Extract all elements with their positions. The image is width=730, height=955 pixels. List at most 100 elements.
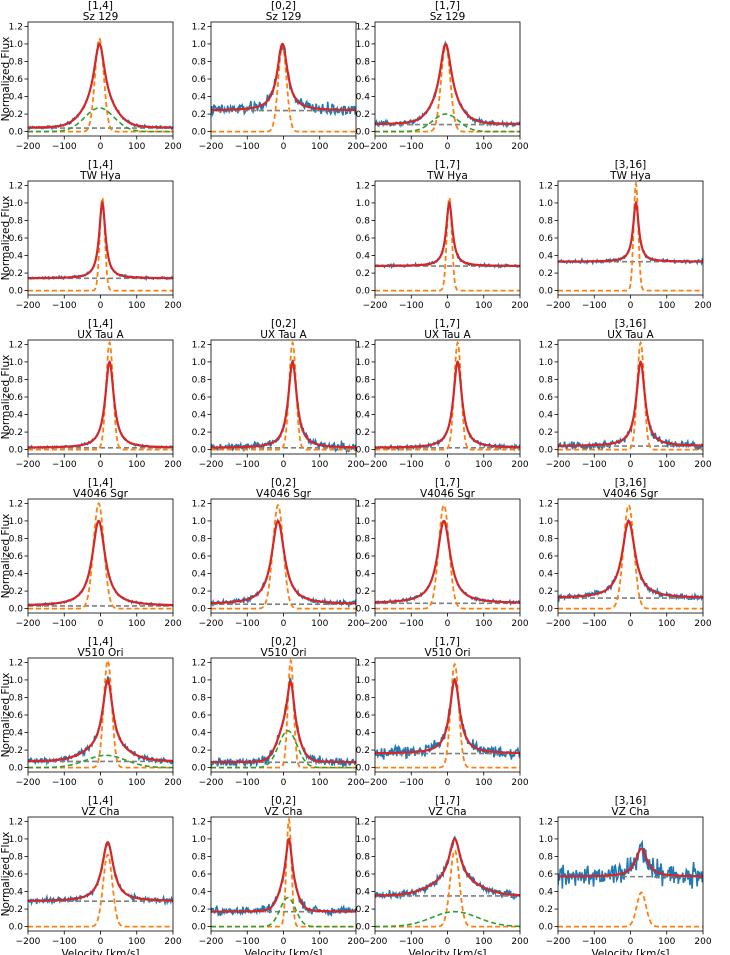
y-tick-label: 0.4 xyxy=(539,411,554,421)
panel: [1,7]VZ Cha −200 −100 0 100 200 0.0 0.2 0.4 0.6 0.… xyxy=(356,795,529,955)
panel-transition-label: [0,2] xyxy=(271,477,296,489)
y-tick-label: 0.0 xyxy=(539,923,554,933)
y-tick-label: 1.0 xyxy=(9,517,24,527)
y-axis-label: Normalized Flux xyxy=(0,37,12,122)
x-tick-label: −200 xyxy=(16,778,41,788)
x-tick-label: −200 xyxy=(363,778,388,788)
x-tick-label: 200 xyxy=(164,619,181,629)
x-tick-label: −100 xyxy=(235,460,260,470)
y-tick-label: 1.2 xyxy=(356,181,370,191)
x-tick-label: −100 xyxy=(52,142,77,152)
total-fit-line xyxy=(375,200,520,267)
x-tick-label: 100 xyxy=(475,142,492,152)
y-tick-label: 0.4 xyxy=(9,570,24,580)
x-tick-label: −100 xyxy=(52,778,77,788)
panel: [3,16]UX Tau A −200 −100 0 100 200 0.0 0.2 0.4 0.… xyxy=(539,318,712,470)
y-tick-label: 0.8 xyxy=(356,852,371,862)
y-tick-label: 0.0 xyxy=(192,764,207,774)
y-tick-label: 0.4 xyxy=(192,411,207,421)
y-tick-label: 0.0 xyxy=(9,446,24,456)
y-tick-label: 0.0 xyxy=(539,446,554,456)
x-tick-label: −100 xyxy=(52,619,77,629)
x-tick-label: 0 xyxy=(98,619,104,629)
x-tick-label: 100 xyxy=(658,301,675,311)
y-tick-label: 0.8 xyxy=(356,57,371,67)
y-tick-label: 0.2 xyxy=(356,905,370,915)
y-tick-label: 0.6 xyxy=(356,393,371,403)
axes-frame xyxy=(210,498,357,614)
y-tick-label: 1.2 xyxy=(9,499,23,509)
x-tick-label: 100 xyxy=(475,778,492,788)
y-tick-label: 0.0 xyxy=(9,923,24,933)
x-tick-label: 100 xyxy=(658,619,675,629)
x-tick-label: −100 xyxy=(582,937,607,947)
panel-transition-label: [1,4] xyxy=(88,477,113,489)
y-tick-label: 1.0 xyxy=(539,199,554,209)
x-tick-label: −200 xyxy=(363,619,388,629)
x-tick-label: −100 xyxy=(52,937,77,947)
y-tick-label: 1.2 xyxy=(9,181,23,191)
y-tick-label: 0.0 xyxy=(356,446,371,456)
y-tick-label: 0.4 xyxy=(192,570,207,580)
panel: [1,4]Sz 129 −200 −100 0 100 200 0.0 0.2 0.4 0.6 0.… xyxy=(0,0,182,152)
y-tick-label: 0.8 xyxy=(539,375,554,385)
y-tick-label: 0.0 xyxy=(356,287,371,297)
observed-spectrum-line xyxy=(558,361,703,451)
observed-spectrum-line xyxy=(28,361,173,451)
x-tick-label: −100 xyxy=(235,778,260,788)
y-tick-label: 0.4 xyxy=(356,93,371,103)
y-tick-label: 0.2 xyxy=(356,428,370,438)
y-tick-label: 0.8 xyxy=(356,534,371,544)
x-tick-label: 0 xyxy=(281,142,287,152)
narrow-component-line xyxy=(375,44,520,133)
axes-frame xyxy=(27,498,174,614)
x-tick-label: 0 xyxy=(628,937,634,947)
y-tick-label: 1.0 xyxy=(192,835,207,845)
y-tick-label: 0.8 xyxy=(539,216,554,226)
x-tick-label: 100 xyxy=(311,460,328,470)
observed-spectrum-line xyxy=(211,42,356,118)
narrow-component-line xyxy=(28,502,173,610)
panel: [0,2]V4046 Sgr −200 −100 0 100 200 0.0 0.2 0.4 0.… xyxy=(192,477,365,629)
x-tick-label: 0 xyxy=(281,778,287,788)
y-tick-label: 0.0 xyxy=(539,287,554,297)
x-tick-label: −200 xyxy=(199,778,224,788)
x-tick-label: 200 xyxy=(694,937,711,947)
y-tick-label: 0.4 xyxy=(192,93,207,103)
y-tick-label: 1.0 xyxy=(539,835,554,845)
y-tick-label: 1.2 xyxy=(192,22,206,32)
y-tick-label: 0.2 xyxy=(9,587,23,597)
x-tick-label: −100 xyxy=(582,301,607,311)
y-tick-label: 1.0 xyxy=(192,517,207,527)
y-tick-label: 0.4 xyxy=(539,888,554,898)
x-tick-label: −100 xyxy=(399,937,424,947)
panel-transition-label: [1,7] xyxy=(435,477,460,489)
panel-transition-label: [3,16] xyxy=(615,477,647,489)
x-tick-label: 0 xyxy=(445,460,451,470)
x-tick-label: −100 xyxy=(399,142,424,152)
panel-star-label: UX Tau A xyxy=(260,329,307,341)
axes-frame xyxy=(27,339,174,455)
y-tick-label: 0.2 xyxy=(9,746,23,756)
y-tick-label: 0.6 xyxy=(356,234,371,244)
x-tick-label: 100 xyxy=(128,301,145,311)
x-tick-label: 200 xyxy=(347,460,364,470)
panel-transition-label: [1,4] xyxy=(88,795,113,807)
narrow-component-line xyxy=(211,340,356,451)
x-tick-label: −200 xyxy=(16,460,41,470)
x-tick-label: 200 xyxy=(164,937,181,947)
y-tick-label: 0.8 xyxy=(9,693,24,703)
y-tick-label: 0.6 xyxy=(9,870,24,880)
y-tick-label: 1.0 xyxy=(192,40,207,50)
y-tick-label: 0.8 xyxy=(356,375,371,385)
y-tick-label: 0.2 xyxy=(192,428,206,438)
y-tick-label: 1.2 xyxy=(9,22,23,32)
panel-star-label: Sz 129 xyxy=(83,11,119,23)
panel-star-label: UX Tau A xyxy=(424,329,471,341)
x-tick-label: −200 xyxy=(199,619,224,629)
panel: [1,7]Sz 129 −200 −100 0 100 200 0.0 0.2 0.4 0.6 0.… xyxy=(356,0,529,152)
narrow-component-line xyxy=(375,504,520,610)
panel-transition-label: [1,7] xyxy=(435,318,460,330)
y-tick-label: 0.6 xyxy=(539,552,554,562)
